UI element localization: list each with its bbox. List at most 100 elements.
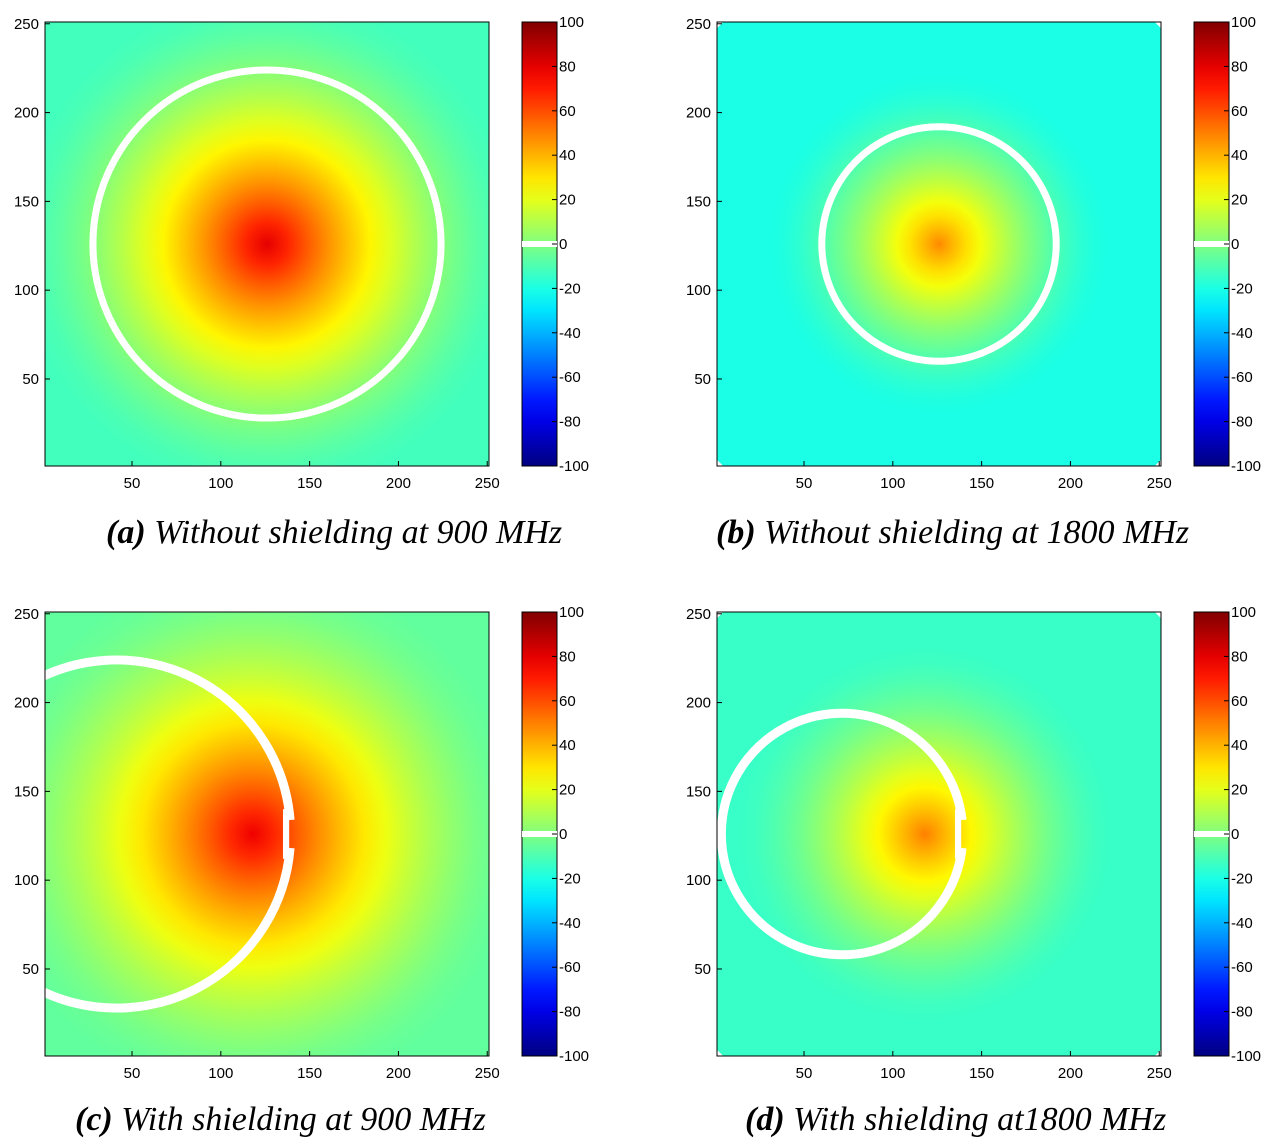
colorbar-tick-label: -40 <box>1231 915 1253 932</box>
colorbar-d: 100 80 60 40 20 0 -20 -40 -60 -80 -100 <box>1193 604 1261 1065</box>
caption-d: (d) With shielding at1800 MHz <box>745 1101 1166 1139</box>
colorbar-tick-label: -20 <box>559 280 581 297</box>
x-tick-label: 150 <box>297 475 322 492</box>
y-tick-label: 250 <box>686 16 711 33</box>
x-tick-label: 200 <box>386 1065 411 1082</box>
caption-a-letter: (a) <box>106 514 146 551</box>
axes-frame <box>716 611 1162 1057</box>
y-tick-label: 150 <box>686 783 711 800</box>
colorbar-tick-label: -40 <box>1231 325 1253 342</box>
y-tick-label: 100 <box>686 872 711 889</box>
colorbar-tick-label: 100 <box>1231 14 1256 31</box>
caption-b-letter: (b) <box>716 514 756 551</box>
x-tick-label: 250 <box>1147 475 1172 492</box>
shield-plate <box>282 809 290 859</box>
colorbar-tick-label: 60 <box>559 103 576 120</box>
heatmap-field-d <box>717 612 1161 1056</box>
colorbar-tick-label: -40 <box>559 325 581 342</box>
x-tick-label: 50 <box>124 475 141 492</box>
colorbar-tick-label: 60 <box>559 693 576 710</box>
caption-a-text: Without shielding at 900 MHz <box>145 514 563 551</box>
colorbar-tick-label: -80 <box>559 1004 581 1021</box>
heatmap-field-c <box>45 612 489 1056</box>
x-tick-label: 50 <box>796 475 813 492</box>
x-tick-label: 250 <box>1147 1065 1172 1082</box>
caption-d-text: With shielding at1800 MHz <box>784 1101 1167 1138</box>
y-tick-label: 200 <box>14 105 39 122</box>
colorbar-tick-label: 20 <box>1231 192 1248 209</box>
heatmap-field-a <box>45 22 489 466</box>
colorbar-tick-label: -100 <box>559 1048 589 1065</box>
colorbar-zero-band <box>522 831 557 837</box>
colorbar-tick-label: 60 <box>1231 693 1248 710</box>
colorbar-tick-label: 80 <box>559 648 576 665</box>
x-tick-label: 200 <box>1058 475 1083 492</box>
y-tick-label: 100 <box>686 282 711 299</box>
caption-c-text: With shielding at 900 MHz <box>112 1101 486 1138</box>
x-tick-label: 250 <box>475 475 500 492</box>
x-tick-label: 100 <box>880 475 905 492</box>
heatmap-gradient <box>738 647 1112 1021</box>
colorbar-tick-label: -60 <box>559 369 581 386</box>
colorbar-tick-label: -40 <box>559 915 581 932</box>
shield-plate <box>954 809 962 859</box>
x-tick-label: 250 <box>475 1065 500 1082</box>
colorbar-tick-label: -80 <box>559 414 581 431</box>
colorbar-tick-label: -60 <box>1231 369 1253 386</box>
colorbar-tick-label: 80 <box>1231 58 1248 75</box>
x-tick-label: 100 <box>880 1065 905 1082</box>
zero-contour <box>89 66 445 422</box>
axes-frame <box>44 611 490 1057</box>
y-tick-label: 50 <box>22 371 39 388</box>
colorbar-tick-label: 80 <box>559 58 576 75</box>
colorbar-tick-label: 40 <box>1231 737 1248 754</box>
colorbar-tick-label: 0 <box>559 236 567 253</box>
colorbar-a: 100 80 60 40 20 0 -20 -40 -60 -80 -100 <box>521 14 589 475</box>
colorbar-tick-label: 40 <box>559 737 576 754</box>
heatmap-gradient <box>45 612 489 1056</box>
caption-c: (c) With shielding at 900 MHz <box>75 1101 486 1139</box>
colorbar-tick-label: 40 <box>1231 147 1248 164</box>
colorbar-tick-label: -60 <box>1231 959 1253 976</box>
colorbar-tick-label: -20 <box>559 870 581 887</box>
colorbar-tick-label: 100 <box>559 14 584 31</box>
colorbar-tick-label: 80 <box>1231 648 1248 665</box>
colorbar-b: 100 80 60 40 20 0 -20 -40 -60 -80 -100 <box>1193 14 1261 475</box>
y-tick-label: 150 <box>14 193 39 210</box>
colorbar-tick-label: -20 <box>1231 280 1253 297</box>
y-tick-label: 100 <box>14 282 39 299</box>
caption-d-letter: (d) <box>745 1101 785 1138</box>
heatmap-gradient <box>45 22 489 466</box>
y-tick-label: 250 <box>14 16 39 33</box>
colorbar-tick-label: 20 <box>559 782 576 799</box>
x-tick-label: 200 <box>386 475 411 492</box>
colorbar-zero-band <box>1194 831 1229 837</box>
colorbar-tick-label: -100 <box>559 458 589 475</box>
colorbar-tick-label: 40 <box>559 147 576 164</box>
colorbar-tick-label: 20 <box>559 192 576 209</box>
y-tick-label: 50 <box>694 371 711 388</box>
colorbar-tick-label: 0 <box>1231 236 1239 253</box>
colorbar-zero-band <box>1194 241 1229 247</box>
x-tick-label: 100 <box>208 475 233 492</box>
colorbar-tick-label: 60 <box>1231 103 1248 120</box>
x-tick-label: 150 <box>969 1065 994 1082</box>
x-tick-label: 200 <box>1058 1065 1083 1082</box>
colorbar-tick-label: -80 <box>1231 1004 1253 1021</box>
y-tick-label: 200 <box>686 695 711 712</box>
y-tick-label: 200 <box>14 695 39 712</box>
colorbar-c: 100 80 60 40 20 0 -20 -40 -60 -80 -100 <box>521 604 589 1065</box>
y-tick-label: 250 <box>14 606 39 623</box>
colorbar-tick-label: 0 <box>1231 826 1239 843</box>
zero-contour <box>717 708 967 960</box>
y-tick-label: 100 <box>14 872 39 889</box>
zero-contour <box>45 655 295 1013</box>
colorbar-tick-label: -80 <box>1231 414 1253 431</box>
caption-c-letter: (c) <box>75 1101 113 1138</box>
axes-frame <box>44 21 490 467</box>
